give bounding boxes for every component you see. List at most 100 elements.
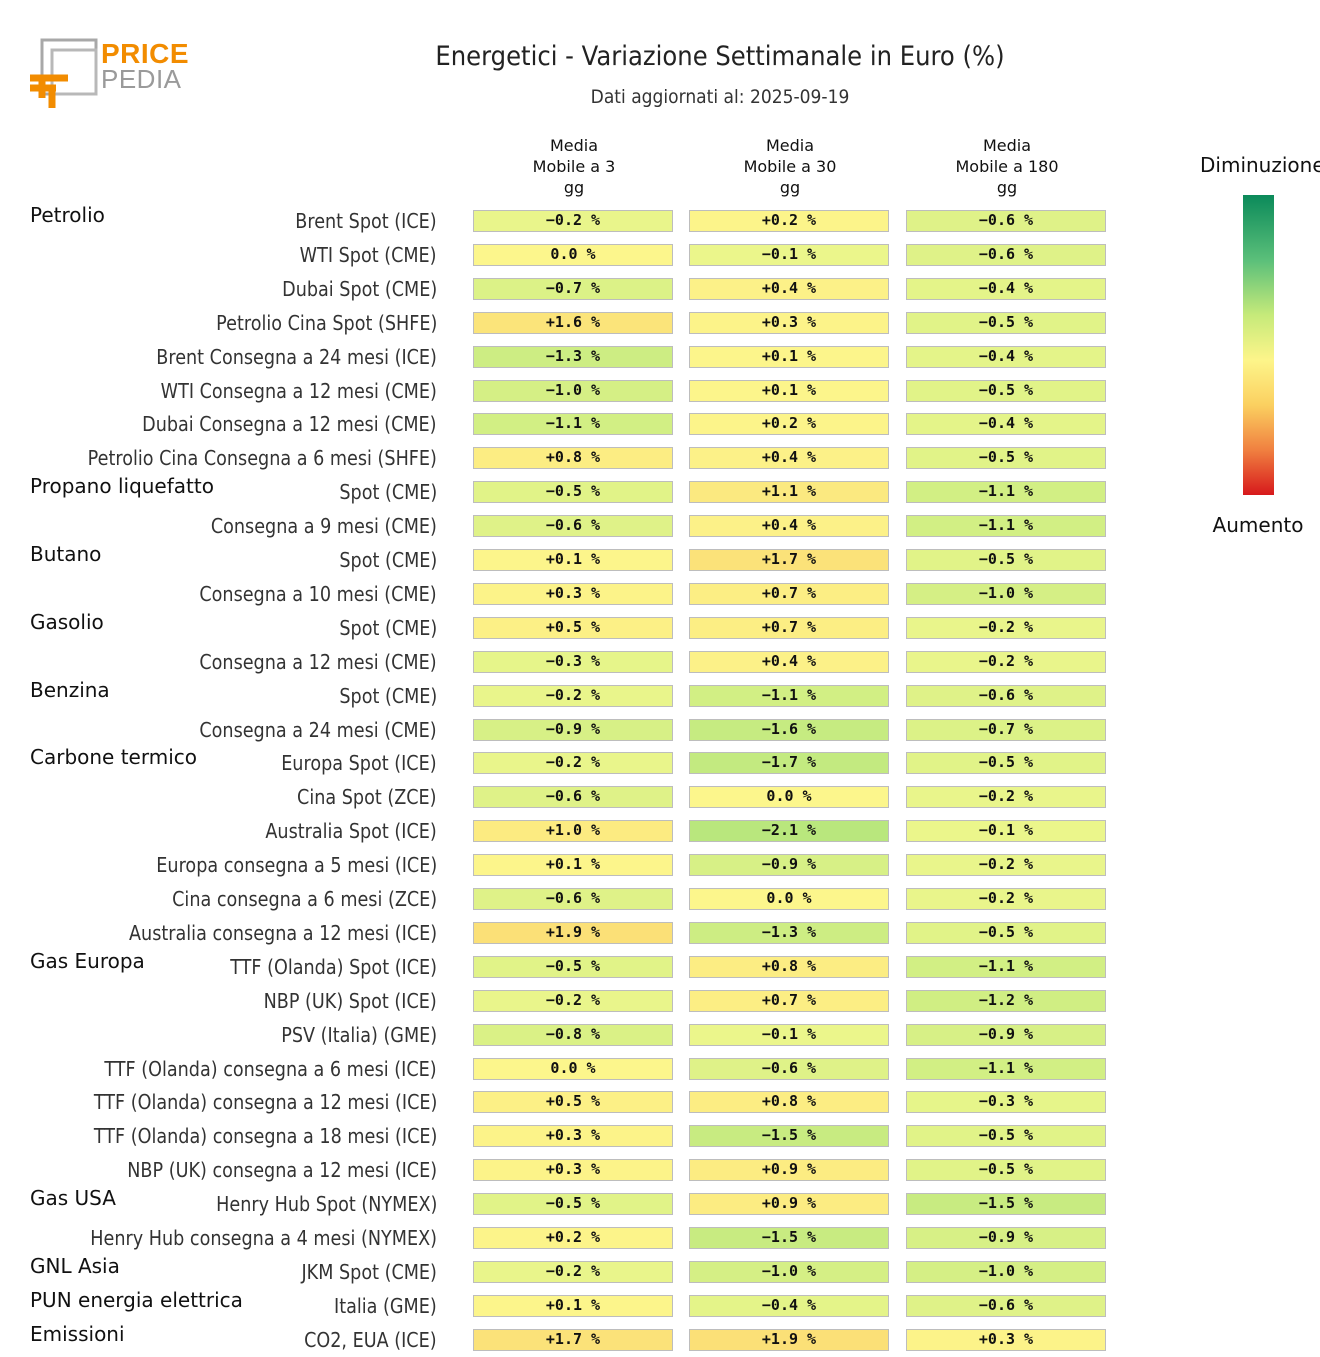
heatmap-cell: −2.1 % — [689, 820, 889, 843]
heatmap-cell: −0.6 % — [906, 1294, 1106, 1317]
row-label: Europa Spot (ICE) — [281, 751, 437, 776]
heatmap-cell: 0.0 % — [689, 786, 889, 809]
heatmap-cell: +1.1 % — [689, 481, 889, 504]
heatmap-cell: +0.1 % — [689, 379, 889, 402]
heatmap-cell: −0.4 % — [689, 1294, 889, 1317]
heatmap-cell: −1.3 % — [473, 345, 673, 368]
row-label: NBP (UK) consegna a 12 mesi (ICE) — [127, 1158, 437, 1183]
heatmap-cell: −0.2 % — [906, 650, 1106, 673]
row-label: Dubai Consegna a 12 mesi (CME) — [142, 412, 437, 437]
heatmap-cell: −0.5 % — [906, 379, 1106, 402]
heatmap-cell: −0.6 % — [473, 888, 673, 910]
group-label: Butano — [30, 542, 102, 566]
column-header-3: Media Mobile a 180 gg — [906, 135, 1108, 198]
heatmap-cell: +0.1 % — [473, 1294, 673, 1317]
heatmap-cell: −0.4 % — [906, 277, 1106, 300]
heatmap-cell: −0.5 % — [906, 311, 1106, 334]
logo-text-pedia: PEDIA — [101, 64, 182, 94]
heatmap-cell: −0.6 % — [906, 243, 1106, 266]
heatmap-cell: −1.0 % — [906, 1260, 1106, 1283]
column-header-line: Mobile a 30 — [743, 157, 837, 176]
row-label: Consegna a 9 mesi (CME) — [210, 514, 437, 539]
heatmap-cell: −1.1 % — [906, 955, 1106, 978]
heatmap-cell: +0.5 % — [473, 616, 673, 639]
heatmap-cell: −0.3 % — [473, 650, 673, 673]
heatmap-cell: −1.0 % — [689, 1260, 889, 1283]
heatmap-cell: −0.2 % — [906, 786, 1106, 809]
row-label: Spot (CME) — [339, 615, 437, 640]
heatmap-cell: −0.6 % — [906, 684, 1106, 707]
heatmap-cell: −1.5 % — [689, 1227, 889, 1249]
column-header-line: gg — [779, 178, 801, 197]
heatmap-cell: +1.7 % — [473, 1328, 673, 1351]
heatmap-cell: −1.3 % — [689, 921, 889, 944]
row-label: Henry Hub Spot (NYMEX) — [215, 1192, 437, 1217]
column-header-1: Media Mobile a 3 gg — [473, 135, 675, 198]
heatmap-cell: +0.5 % — [473, 1091, 673, 1114]
heatmap-cell: −0.5 % — [906, 752, 1106, 775]
heatmap-cell: +0.8 % — [689, 1091, 889, 1114]
group-label: Petrolio — [30, 203, 105, 227]
heatmap-cell: −1.1 % — [906, 1057, 1106, 1080]
legend-label-top: Diminuzione — [1200, 153, 1320, 177]
heatmap-cell: −0.9 % — [906, 1023, 1106, 1046]
heatmap-cell: −0.1 % — [689, 1023, 889, 1046]
heatmap-cell: −0.2 % — [473, 752, 673, 775]
row-label: WTI Consegna a 12 mesi (CME) — [160, 378, 437, 403]
heatmap-cell: −0.5 % — [473, 1193, 673, 1216]
heatmap-cell: −0.9 % — [473, 718, 673, 741]
heatmap-cell: +0.3 % — [689, 311, 889, 334]
group-label: Benzina — [30, 677, 110, 702]
row-label: Brent Spot (ICE) — [295, 209, 437, 233]
row-label: Europa consegna a 5 mesi (ICE) — [156, 853, 437, 878]
row-label: Consegna a 12 mesi (CME) — [199, 649, 437, 674]
legend-label-bottom: Aumento — [1212, 513, 1304, 537]
heatmap-cell: −0.4 % — [906, 413, 1106, 436]
column-header-line: gg — [563, 178, 585, 197]
group-label: Emissioni — [30, 1321, 125, 1346]
heatmap-cell: −0.5 % — [906, 447, 1106, 470]
heatmap-cell: −0.5 % — [906, 549, 1106, 571]
heatmap-cell: −0.9 % — [689, 854, 889, 877]
heatmap-cell: +1.9 % — [689, 1328, 889, 1351]
heatmap-cell: −0.1 % — [906, 820, 1106, 843]
column-header-line: Media — [765, 136, 815, 155]
heatmap-cell: −1.1 % — [473, 413, 673, 436]
row-label: JKM Spot (CME) — [301, 1259, 437, 1284]
heatmap-cell: −0.7 % — [906, 718, 1106, 741]
group-label: Carbone termico — [30, 745, 198, 770]
heatmap-cell: −0.2 % — [473, 989, 673, 1012]
heatmap-cell: +0.1 % — [473, 549, 673, 571]
row-label: WTI Spot (CME) — [300, 242, 437, 267]
row-label: TTF (Olanda) consegna a 12 mesi (ICE) — [93, 1090, 437, 1115]
heatmap-cell: +0.4 % — [689, 650, 889, 673]
heatmap-cell: +0.3 % — [473, 1159, 673, 1182]
heatmap-cell: +0.4 % — [689, 515, 889, 538]
heatmap-cell: +0.7 % — [689, 616, 889, 639]
heatmap-cell: +0.1 % — [689, 345, 889, 368]
row-label: Cina Spot (ZCE) — [297, 785, 437, 810]
heatmap-cell: −0.5 % — [906, 1159, 1106, 1182]
group-label: Gas USA — [30, 1186, 116, 1211]
group-label: GNL Asia — [30, 1253, 120, 1278]
heatmap-cell: +0.8 % — [473, 447, 673, 470]
heatmap-cell: −0.5 % — [473, 481, 673, 504]
heatmap-cell: −0.1 % — [689, 243, 889, 266]
heatmap-cell: −0.2 % — [473, 210, 673, 232]
heatmap-cell: +1.9 % — [473, 921, 673, 944]
heatmap-cell: −0.2 % — [473, 1260, 673, 1283]
heatmap-cell: −1.5 % — [906, 1193, 1106, 1216]
heatmap-cell: −1.1 % — [906, 515, 1106, 538]
heatmap-cell: −0.2 % — [906, 888, 1106, 910]
heatmap-cell: −1.1 % — [906, 481, 1106, 504]
row-label: Henry Hub consegna a 4 mesi (NYMEX) — [90, 1226, 437, 1250]
column-header-2: Media Mobile a 30 gg — [689, 135, 891, 198]
row-label: Consegna a 10 mesi (CME) — [199, 581, 437, 606]
heatmap-cell: 0.0 % — [689, 888, 889, 910]
heatmap-cell: +0.8 % — [689, 955, 889, 978]
group-label: PUN energia elettrica — [30, 1287, 243, 1312]
heatmap-cell: −1.2 % — [906, 989, 1106, 1012]
heatmap-cell: +1.6 % — [473, 311, 673, 334]
pricepedia-logo: PRICE PEDIA — [28, 36, 189, 110]
heatmap-cell: +0.2 % — [473, 1227, 673, 1249]
